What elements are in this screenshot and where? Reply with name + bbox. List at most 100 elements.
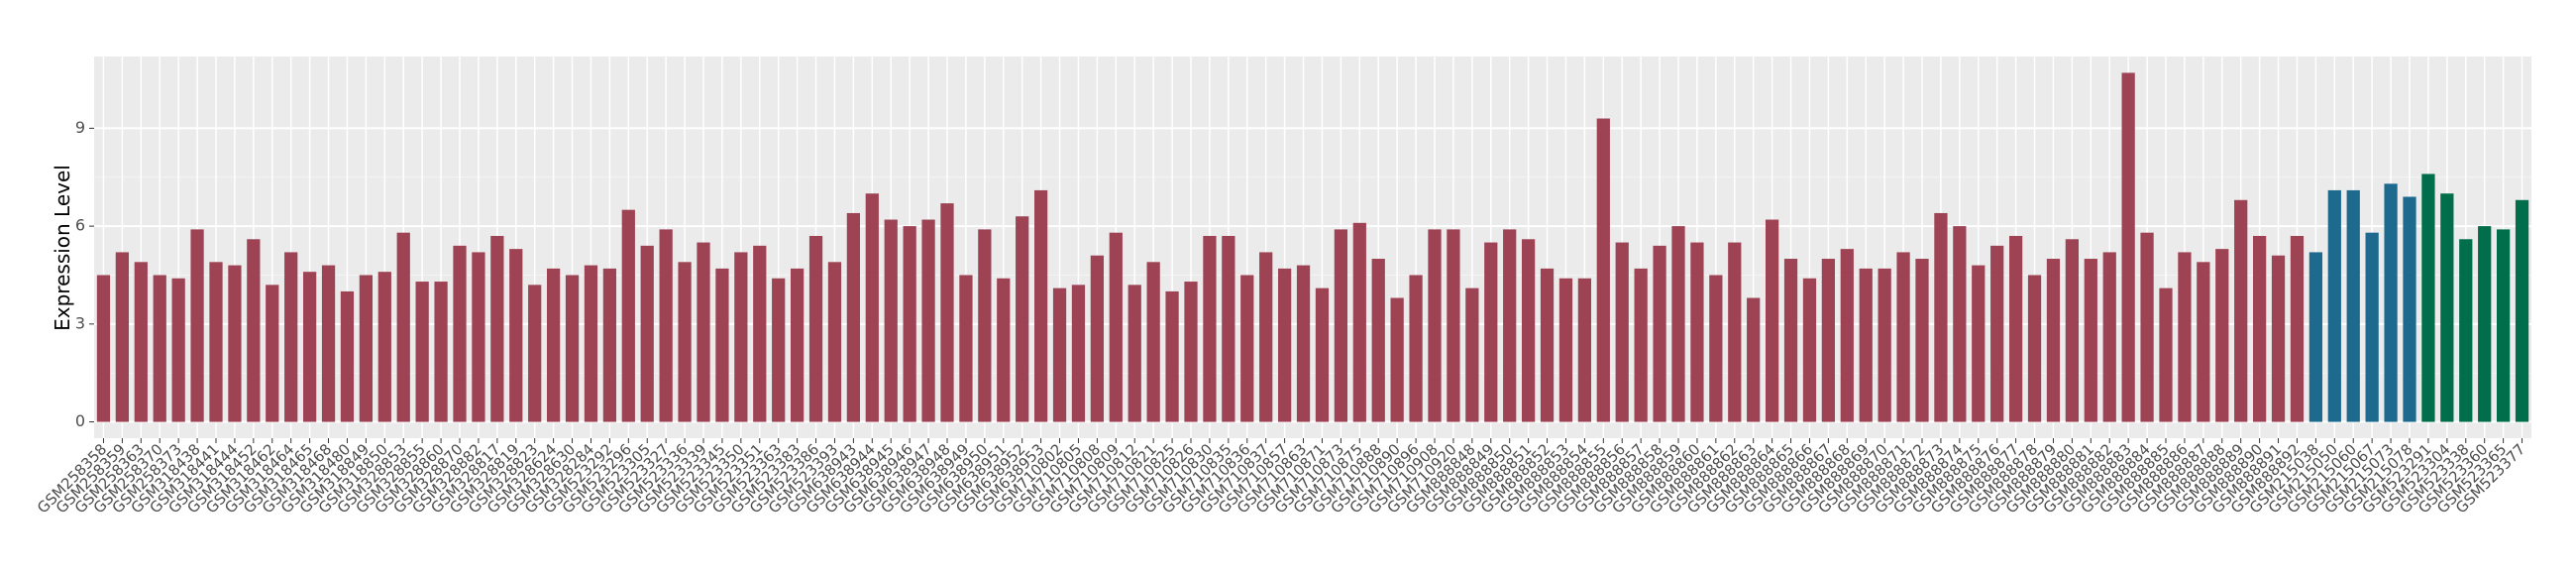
bar [1016,216,1029,422]
bar [1277,268,1292,422]
bar [2197,262,2210,422]
bar [1972,265,1986,422]
bar [2121,72,2135,422]
bar [1052,288,1067,422]
bar [1240,275,1254,422]
bar [1127,285,1141,422]
bar [1802,278,1817,422]
bar [1540,268,1555,422]
bar [978,229,992,422]
bar [1596,118,1610,422]
y-tick-label: 9 [75,118,85,137]
bar [2365,232,2379,422]
bar [415,282,429,422]
bar [1109,232,1123,422]
bar [2027,275,2042,422]
bar [1203,235,1217,422]
bar [1690,242,1704,422]
bar [2065,239,2080,422]
bar [621,209,635,422]
bar [2290,235,2305,422]
bar [1671,226,1685,422]
bar [1033,189,1048,422]
bar [1521,239,1536,422]
bar [1859,268,1873,422]
bar [2159,288,2173,422]
bar [1409,275,1423,422]
bar [921,219,935,422]
bar [997,278,1011,422]
bar [565,275,580,422]
bar [715,268,729,422]
bar [2496,229,2511,422]
bar [2102,252,2116,422]
y-tick-label: 0 [75,411,85,430]
bar [509,249,523,422]
y-tick-label: 6 [75,216,85,235]
bar [940,203,954,422]
bar [528,285,542,422]
bar [2084,259,2097,422]
bar [1222,235,1235,422]
bar [1634,268,1648,422]
bar [321,265,336,422]
bar [2046,259,2061,422]
bar [1615,242,1629,422]
bar [1334,229,1348,422]
bar [2346,189,2360,422]
bar [1747,297,1761,422]
bar [753,245,767,422]
bar [1371,259,1385,422]
bar [209,262,223,422]
bar [1447,229,1460,422]
bar [546,268,561,422]
bar [2459,239,2473,422]
bar [1315,288,1330,422]
bar [2327,189,2341,422]
bar [584,265,598,422]
bar [1783,259,1798,422]
bar [359,275,374,422]
bar [247,239,261,422]
bar [865,193,879,422]
bar [302,272,317,422]
bar [846,212,861,422]
bar [228,265,242,422]
bar [1296,265,1311,422]
bar [2234,199,2248,422]
bar [790,268,805,422]
bar [1352,222,1366,422]
bar [1165,290,1179,422]
bar [153,275,166,422]
bar [772,278,786,422]
bar [2421,173,2435,422]
bar [2215,249,2229,422]
bar [1184,282,1198,422]
bar [640,245,654,422]
bar [2403,196,2416,422]
bar [1728,242,1742,422]
bar [2308,252,2323,422]
bar [434,282,448,422]
bar [1934,212,1948,422]
bar [1090,255,1105,422]
bar [115,252,130,422]
bar [472,252,485,422]
y-tick-label: 3 [75,313,85,332]
bar [1915,259,1929,422]
bar [1878,268,1891,422]
bar [884,219,898,422]
bar [959,275,973,422]
bar [1558,278,1573,422]
bar [1840,249,1854,422]
bar [2252,235,2267,422]
bar [1653,245,1666,422]
bar [2440,193,2454,422]
bar [1465,288,1479,422]
bar [697,242,710,422]
bar [1990,245,2004,422]
bar [96,275,111,422]
bar [1577,278,1592,422]
bar [1821,259,1836,422]
